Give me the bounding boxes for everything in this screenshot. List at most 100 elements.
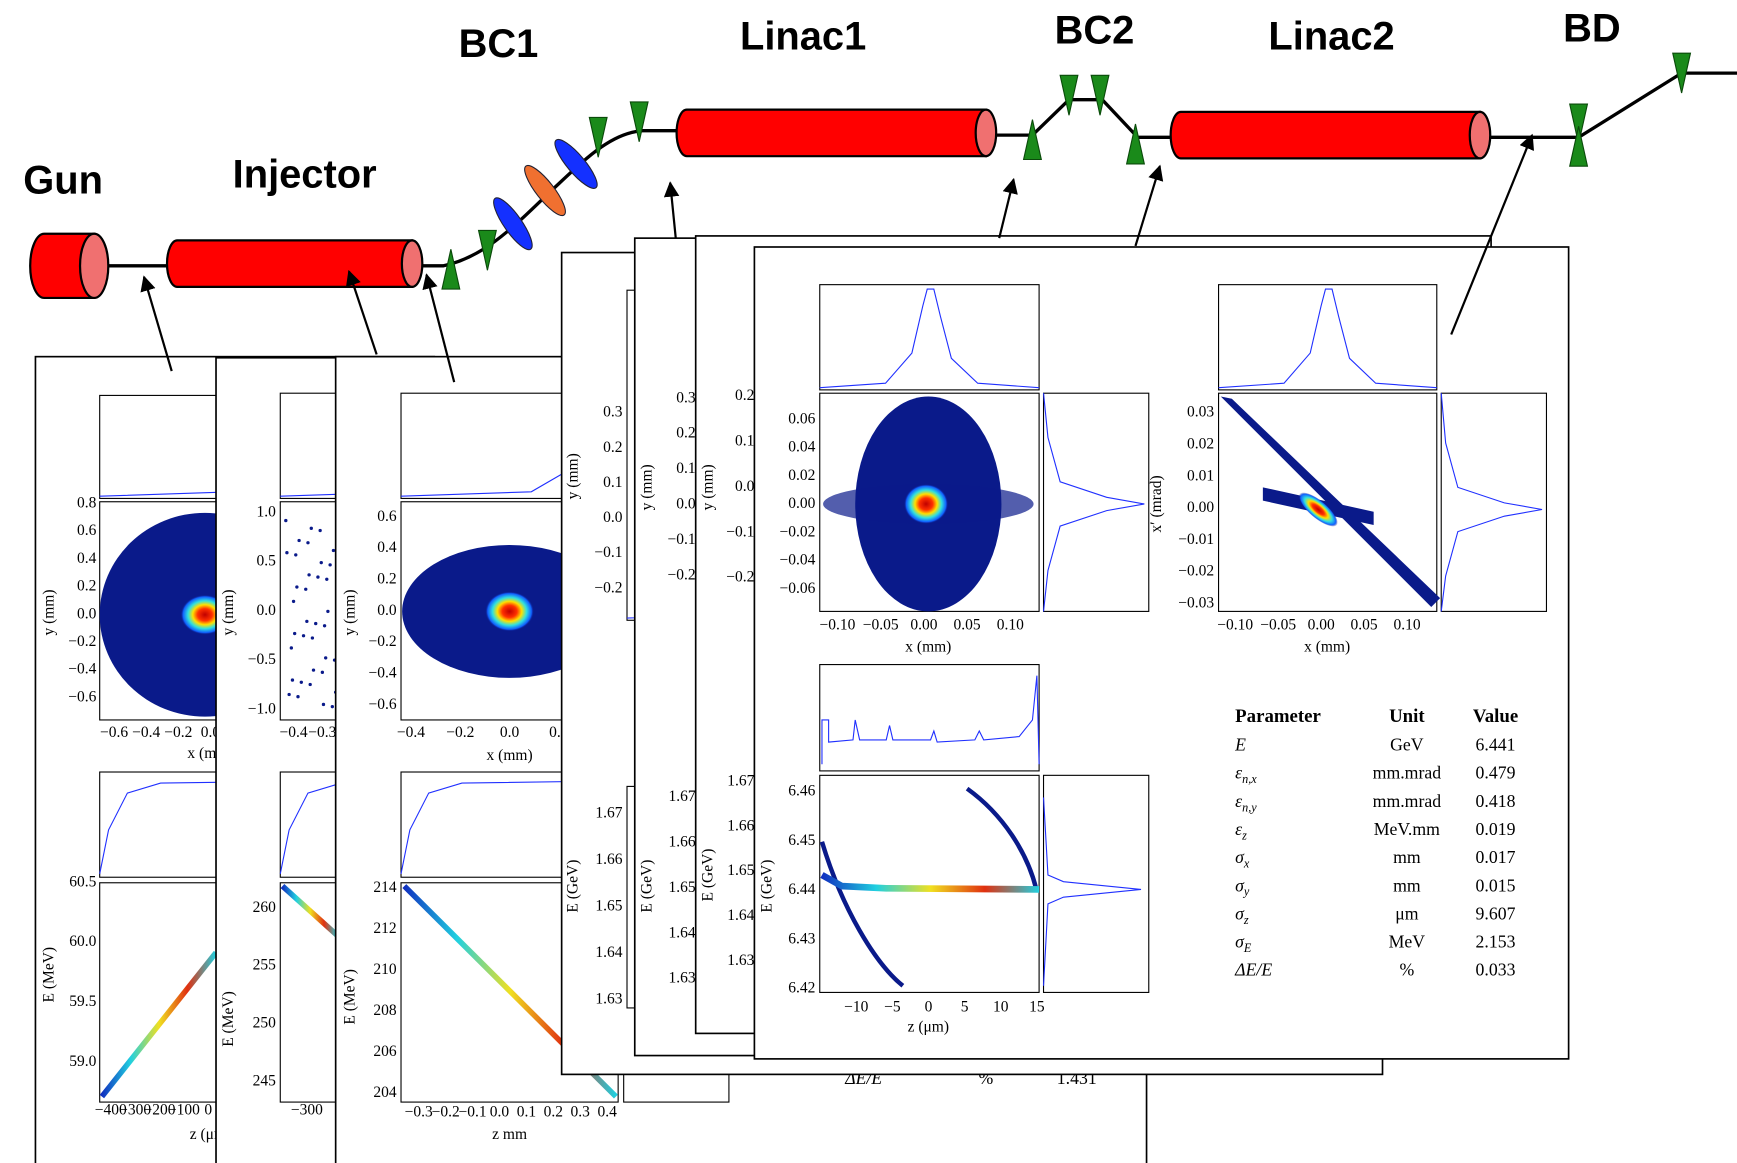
y-tick-label: 1.64 [727,907,754,924]
y-tick-label: 245 [253,1073,277,1090]
y-tick-label: −0.6 [368,696,396,713]
table-cell: 0.479 [1476,763,1516,783]
cylinder-end [400,239,424,288]
y-tick-label: 260 [253,899,277,916]
y-axis-label: E (GeV) [639,860,656,913]
x-tick-label: −0.1 [459,1104,487,1121]
scatter-dot [328,563,332,567]
y-tick-label: −0.5 [248,651,276,668]
y-tick-label: 0.03 [1187,404,1214,421]
plot-panel [753,246,1570,1060]
quadrupole-magnet [554,138,598,189]
y-tick-label: 0.8 [77,495,97,512]
quadrupole-magnet [524,164,566,217]
scatter-dot [285,551,289,555]
dipole-magnet [1022,119,1043,161]
y-tick-label: −0.4 [368,665,396,682]
dipole-magnet [1059,74,1079,116]
y-tick-label: 0.6 [377,508,397,525]
table-cell: 6.441 [1476,735,1516,755]
y-tick-label: 1.63 [727,952,754,969]
table-cell: μm [1395,903,1419,923]
y-tick-label: 0.04 [788,439,815,456]
table-cell: MeV [1389,932,1426,952]
energy-trace [99,950,219,1099]
plot-frame [1042,392,1150,612]
energy-trace [965,786,1040,893]
y-tick-label: 210 [373,961,397,978]
y-tick-label: 0.0 [77,605,97,622]
y-tick-label: −0.06 [779,580,815,597]
y-tick-label: 6.42 [788,980,815,997]
cylinder-end [974,108,998,158]
scatter-dot [324,656,328,660]
x-tick-label: −200 [144,1102,176,1119]
table-cell: E [1234,735,1246,755]
dipole-magnet [1125,123,1146,165]
pointer-arrow [1450,133,1535,335]
scatter-dot [287,692,291,697]
pointer-arrow [140,275,173,372]
cylinder-end [78,232,110,300]
pointer-arrow [998,177,1018,239]
table-cell: 9.607 [1476,903,1516,923]
y-axis-label: E (MeV) [342,969,359,1025]
section-label: BC2 [1055,9,1135,53]
y-tick-label: −0.2 [594,579,622,596]
y-tick-label: 1.67 [669,788,696,805]
y-tick-label: 6.45 [788,832,815,849]
y-tick-label: 1.66 [669,833,696,850]
y-tick-label: 59.5 [69,993,96,1010]
x-tick-label: −0.4 [397,724,425,741]
section-label: BC1 [459,22,539,66]
scatter-dot [309,526,313,530]
y-tick-label: 0.4 [377,539,397,556]
y-tick-label: 0.02 [788,467,815,484]
y-tick-label: 0.1 [676,460,695,477]
section-label: Linac1 [740,14,866,58]
y-axis-label: x′ (mrad) [1148,475,1165,532]
scatter-dot [322,624,327,628]
plot-frame [819,284,1040,391]
histogram [99,780,322,875]
x-axis-label: x (mm) [1304,639,1350,656]
y-tick-label: −0.6 [68,688,96,705]
x-tick-label: 0 [204,1102,212,1119]
y-tick-label: −0.2 [668,567,696,584]
x-tick-label: −0.3 [308,724,336,741]
scatter-dot [320,670,325,674]
y-tick-label: 1.65 [727,862,754,879]
y-tick-label: −0.4 [68,661,96,678]
x-tick-label: 0.05 [1351,616,1378,633]
y-tick-label: 1.0 [256,503,276,520]
y-tick-label: 6.43 [788,930,815,947]
dipole-magnet [588,116,608,158]
x-tick-label: 0.1 [517,1104,536,1121]
y-tick-label: 0.2 [603,439,622,456]
pointer-arrow [346,269,378,355]
scatter-dot [321,702,326,707]
table-cell: mm.mrad [1373,763,1442,783]
subscript: z [1243,913,1249,927]
y-tick-label: 1.64 [669,924,696,941]
x-tick-label: −0.2 [432,1104,460,1121]
x-tick-label: −0.05 [1260,616,1296,633]
scatter-cloud [1220,396,1441,607]
y-tick-label: 0.1 [735,433,754,450]
x-tick-label: −300 [291,1102,323,1119]
histogram [821,675,1040,765]
scatter-dot [290,678,295,682]
x-tick-label: 0 [925,998,933,1015]
cylinder-body [29,232,96,300]
y-tick-label: 0.06 [788,410,815,427]
plot-frame [1218,392,1438,612]
scatter-dot [306,541,310,545]
scatter-dot [314,621,318,626]
y-tick-label: −0.2 [68,633,96,650]
cylinder-end [1468,110,1492,160]
y-tick-label: 0.2 [676,425,695,442]
x-tick-label: 0.4 [597,1104,617,1121]
y-tick-label: 214 [373,879,397,896]
y-tick-label: −0.02 [779,523,815,540]
table-cell: MeV.mm [1374,819,1440,839]
